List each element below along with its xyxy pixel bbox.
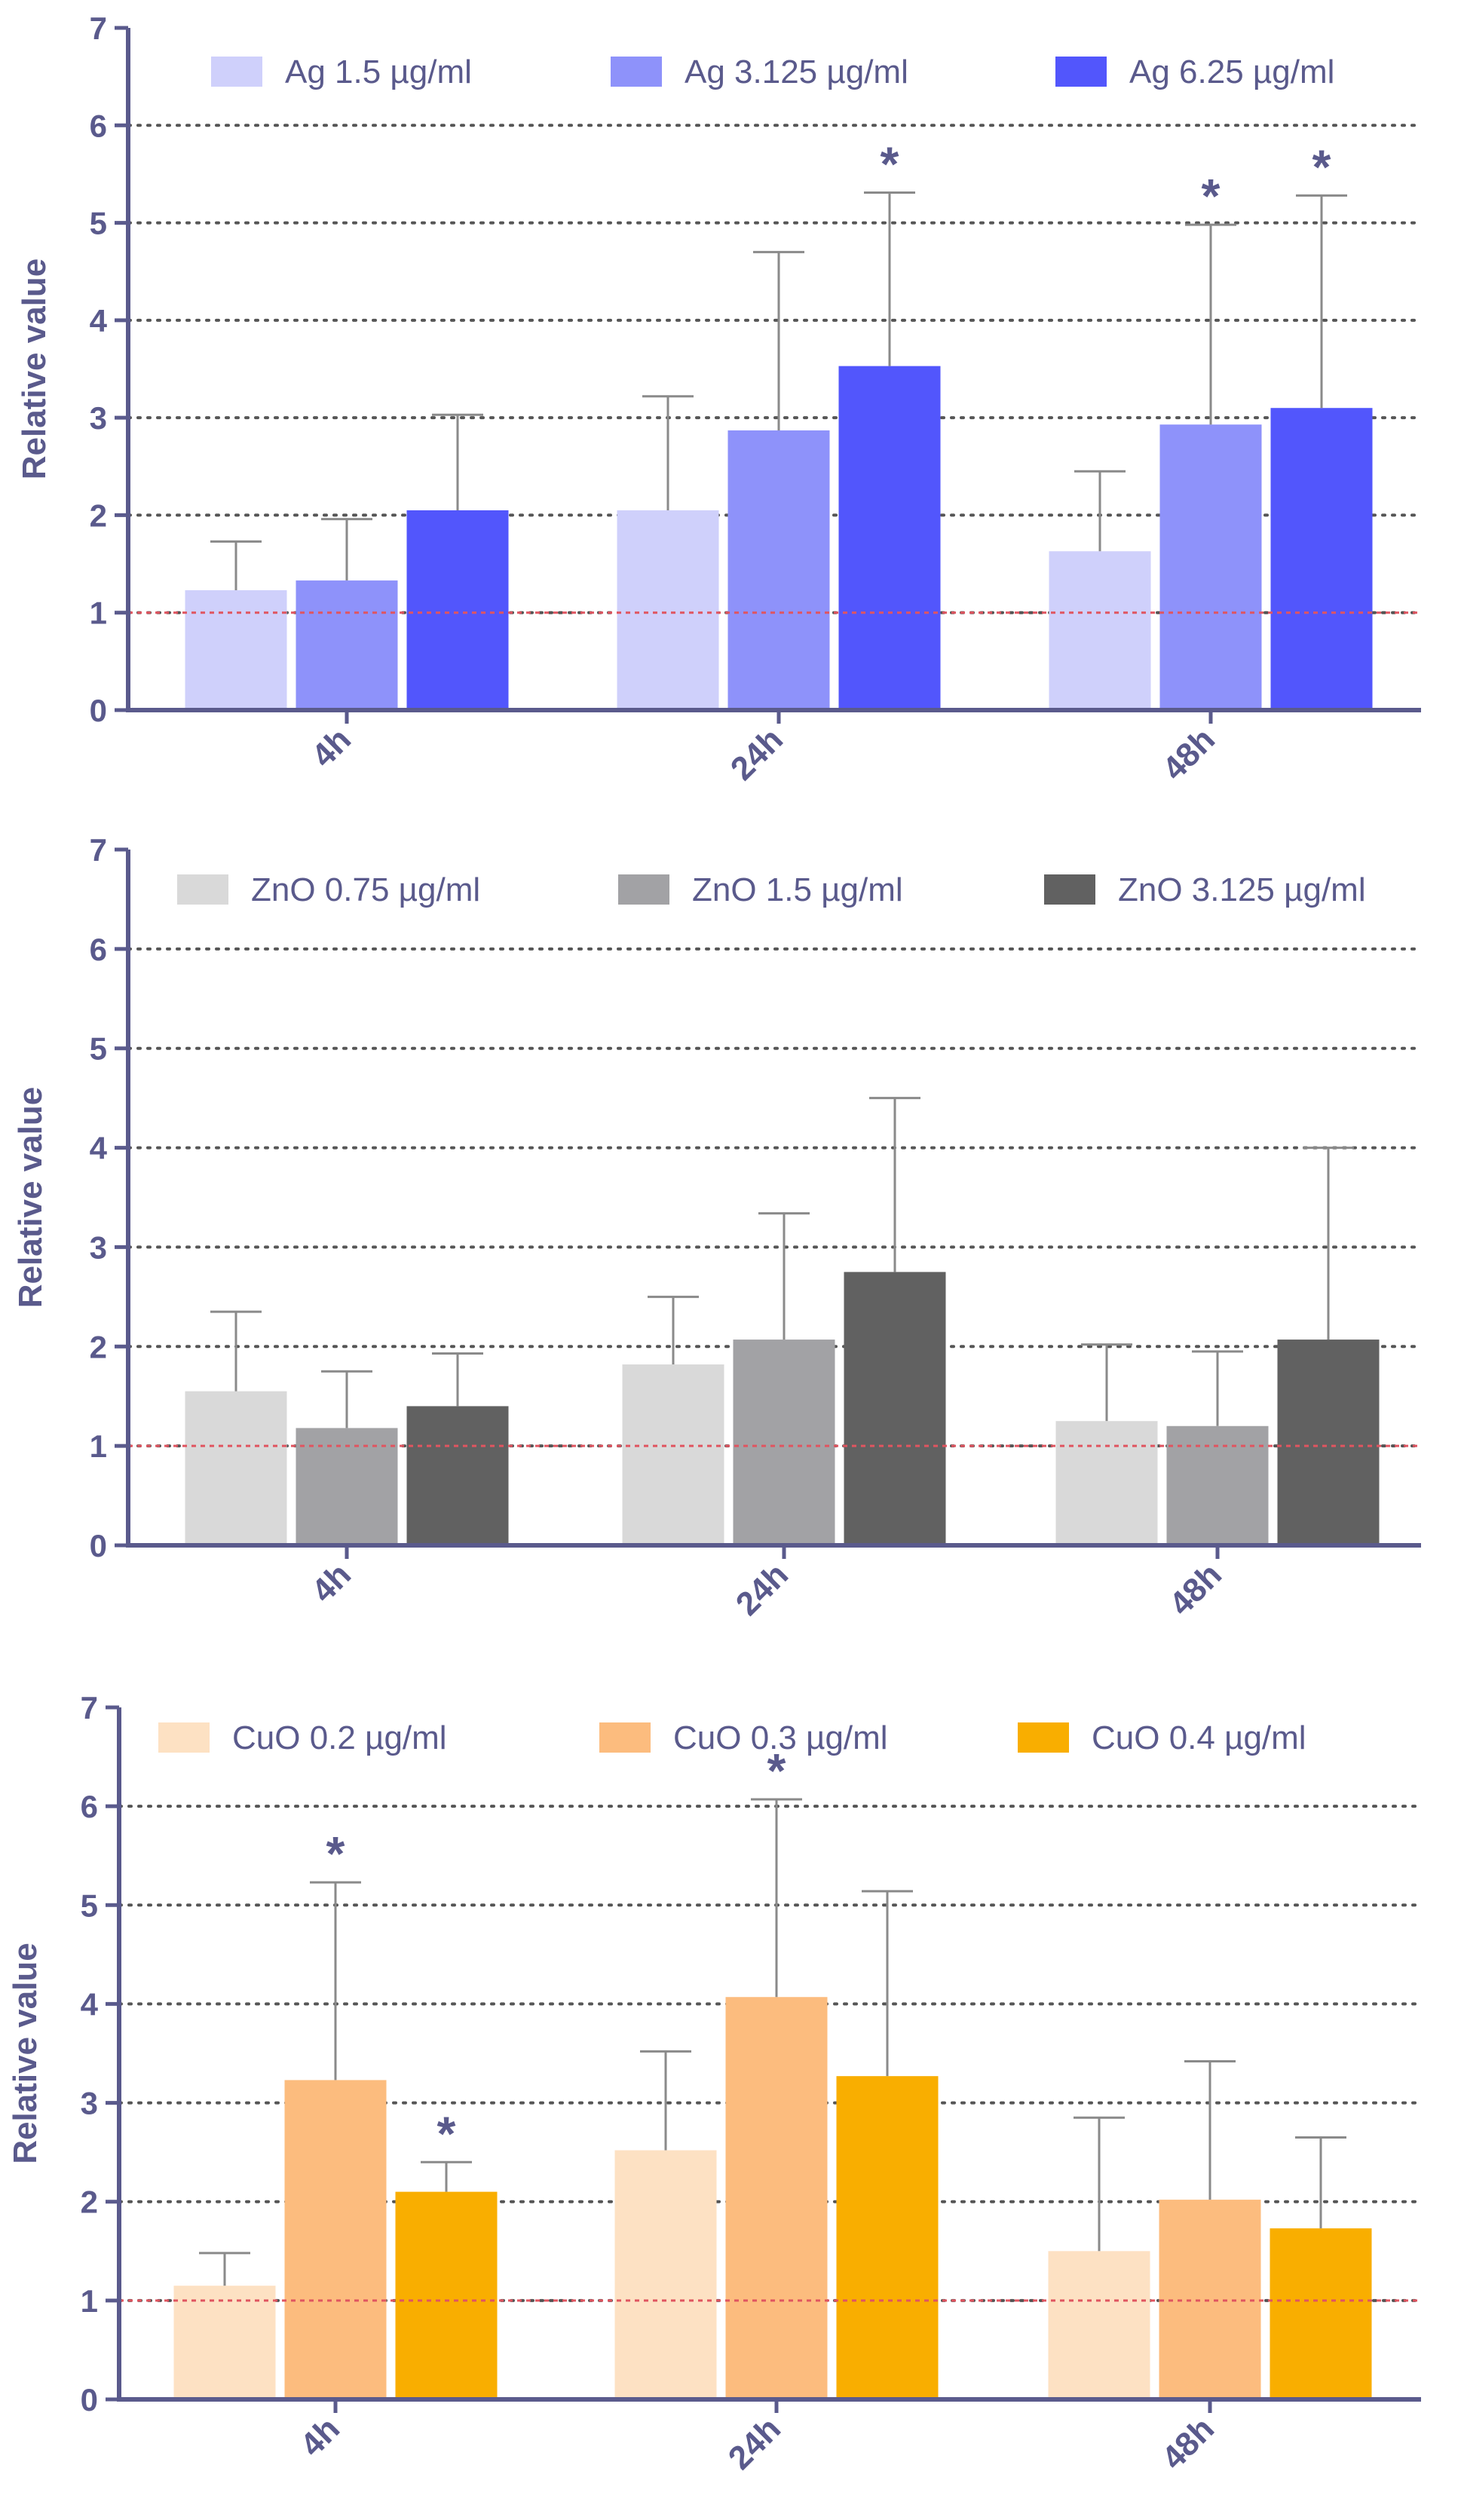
bar xyxy=(838,366,941,710)
bar xyxy=(1277,1340,1380,1545)
bar xyxy=(1049,551,1151,710)
legend-swatch xyxy=(158,1722,210,1753)
bar xyxy=(617,510,719,710)
y-tick-label: 5 xyxy=(81,1888,98,1923)
legend-label: Ag 3.125 µg/ml xyxy=(685,54,908,90)
bar xyxy=(836,2076,939,2399)
bar xyxy=(1055,1421,1158,1545)
bar xyxy=(1166,1425,1269,1545)
y-tick-label: 5 xyxy=(90,206,107,241)
y-tick-label: 4 xyxy=(81,1986,99,2022)
legend-label: ZnO 1.5 µg/ml xyxy=(692,871,903,908)
bar xyxy=(395,2191,498,2399)
bar xyxy=(406,510,509,710)
y-tick-label: 1 xyxy=(90,1428,107,1464)
y-tick-label: 6 xyxy=(90,932,107,967)
bar xyxy=(1159,2200,1261,2399)
x-tick-label: 48h xyxy=(1155,2410,1221,2476)
bar xyxy=(1159,424,1262,710)
x-tick-label: 24h xyxy=(724,721,790,787)
legend: CuO 0.2 µg/ml CuO 0.3 µg/ml CuO 0.4 µg/ml xyxy=(158,1719,1306,1756)
legend-swatch xyxy=(211,57,262,87)
significance-marker: * xyxy=(437,2106,456,2160)
legend-label: Ag 6.25 µg/ml xyxy=(1129,54,1334,90)
y-tick-label: 3 xyxy=(81,2086,98,2121)
y-tick-label: 2 xyxy=(90,498,107,533)
y-tick-label: 4 xyxy=(90,303,108,338)
legend: Ag 1.5 µg/ml Ag 3.125 µg/ml Ag 6.25 µg/ml xyxy=(211,54,1334,90)
legend-swatch xyxy=(1018,1722,1069,1753)
significance-marker: * xyxy=(326,1826,345,1881)
bar xyxy=(406,1406,509,1545)
legend-swatch xyxy=(177,874,228,905)
legend: ZnO 0.75 µg/ml ZnO 1.5 µg/ml ZnO 3.125 µg/… xyxy=(177,871,1366,908)
legend-swatch xyxy=(1055,57,1107,87)
y-tick-label: 2 xyxy=(90,1329,107,1364)
bar xyxy=(725,1997,828,2399)
bar xyxy=(733,1340,835,1545)
legend-swatch xyxy=(611,57,662,87)
y-tick-label: 0 xyxy=(81,2382,98,2417)
y-tick-label: 3 xyxy=(90,400,107,436)
y-tick-label: 0 xyxy=(90,693,107,728)
y-tick-label: 3 xyxy=(90,1229,107,1265)
chart-panel-3: * * * 0 1 2 3 4 5 6 7 Relative value 4h 24h 48h CuO 0.2… xyxy=(7,1690,1423,2477)
y-tick-label: 6 xyxy=(81,1789,98,1824)
y-tick-label: 1 xyxy=(90,596,107,631)
x-tick-label: 4h xyxy=(293,2410,347,2463)
legend-label: CuO 0.2 µg/ml xyxy=(232,1719,447,1756)
bar xyxy=(844,1272,946,1545)
bar xyxy=(173,2286,276,2399)
significance-marker: * xyxy=(1202,169,1221,223)
y-tick-label: 7 xyxy=(90,11,107,46)
bar xyxy=(1048,2251,1150,2399)
significance-marker: * xyxy=(767,1744,786,1798)
x-tick-label: 4h xyxy=(305,1556,358,1609)
bar xyxy=(185,1391,287,1545)
y-tick-label: 2 xyxy=(81,2185,98,2220)
bar xyxy=(727,430,830,710)
x-tick-label: 4h xyxy=(305,721,358,774)
legend-label: CuO 0.3 µg/ml xyxy=(673,1719,888,1756)
y-tick-label: 6 xyxy=(90,108,107,143)
y-tick-label: 7 xyxy=(81,1690,98,1725)
y-tick-label: 0 xyxy=(90,1528,107,1563)
bar xyxy=(185,589,287,710)
x-tick-label: 24h xyxy=(729,1556,795,1622)
legend-label: CuO 0.4 µg/ml xyxy=(1092,1719,1306,1756)
legend-swatch xyxy=(599,1722,651,1753)
bar xyxy=(1270,2228,1372,2399)
bar xyxy=(296,580,398,710)
bar xyxy=(284,2080,387,2399)
y-axis-label: Relative value xyxy=(7,1943,44,2164)
chart-panel-1: * * * 0 1 2 3 4 5 6 7 Relative value 4h 24h 48h Ag 1.5 … xyxy=(16,11,1423,788)
y-axis-label: Relative value xyxy=(12,1087,49,1309)
bar xyxy=(614,2150,717,2399)
y-tick-label: 1 xyxy=(81,2283,98,2319)
y-axis-label: Relative value xyxy=(16,259,53,480)
bar xyxy=(296,1428,398,1545)
bar xyxy=(622,1364,724,1545)
legend-swatch xyxy=(1044,874,1095,905)
legend-label: ZnO 3.125 µg/ml xyxy=(1118,871,1366,908)
legend-label: Ag 1.5 µg/ml xyxy=(285,54,472,90)
chart-panel-2: 0 1 2 3 4 5 6 7 Relative value 4h 24h 48h ZnO 0.75 µ… xyxy=(12,832,1423,1623)
legend-label: ZnO 0.75 µg/ml xyxy=(251,871,480,908)
bar xyxy=(1270,408,1373,710)
significance-marker: * xyxy=(881,136,899,191)
x-tick-label: 48h xyxy=(1162,1556,1229,1622)
x-tick-label: 48h xyxy=(1156,721,1222,787)
x-tick-label: 24h xyxy=(721,2410,788,2476)
y-tick-label: 5 xyxy=(90,1031,107,1067)
y-tick-label: 4 xyxy=(90,1131,108,1166)
y-tick-label: 7 xyxy=(90,832,107,868)
significance-marker: * xyxy=(1312,139,1331,194)
legend-swatch xyxy=(618,874,669,905)
